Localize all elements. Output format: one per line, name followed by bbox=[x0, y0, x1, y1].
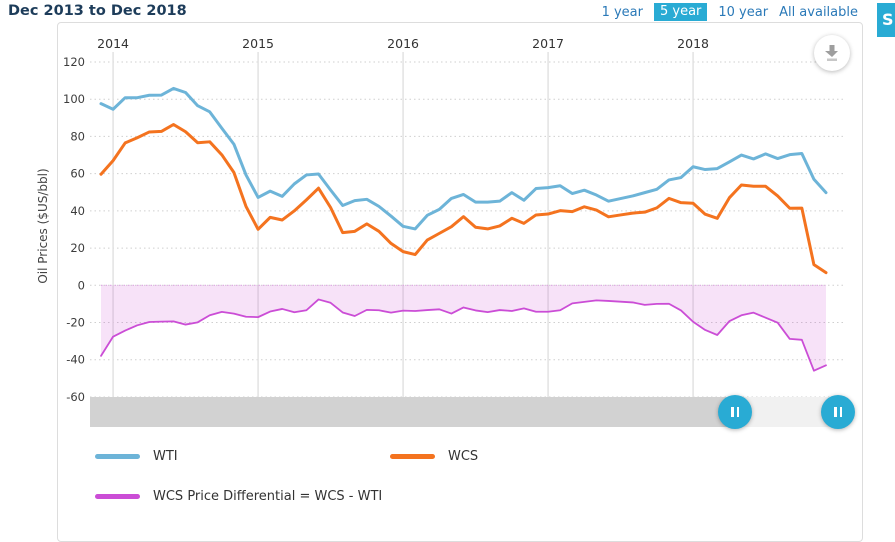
legend-item-differential[interactable]: WCS Price Differential = WCS - WTI bbox=[95, 489, 382, 504]
time-range-selector: 1 year 5 year 10 year All available bbox=[602, 3, 858, 21]
differential-swatch bbox=[95, 494, 140, 499]
page-title: Dec 2013 to Dec 2018 bbox=[8, 3, 187, 19]
legend-label-wti: WTI bbox=[153, 449, 178, 464]
range-1-year[interactable]: 1 year bbox=[601, 4, 643, 20]
slider-range-before bbox=[90, 397, 735, 427]
legend-label-wcs: WCS bbox=[448, 449, 479, 464]
range-5-year[interactable]: 5 year bbox=[653, 3, 708, 21]
legend-label-differential: WCS Price Differential = WCS - WTI bbox=[153, 489, 383, 504]
y-axis-title: Oil Prices ($US/bbl) bbox=[36, 168, 50, 283]
handle-grip-bar bbox=[834, 407, 837, 417]
handle-grip-bar bbox=[839, 407, 842, 417]
range-all-available[interactable]: All available bbox=[779, 4, 858, 20]
range-10-year[interactable]: 10 year bbox=[718, 4, 769, 20]
download-icon bbox=[825, 45, 838, 61]
chart-panel bbox=[57, 22, 863, 542]
handle-grip-bar bbox=[736, 407, 739, 417]
slider-handle-right[interactable] bbox=[821, 395, 855, 429]
wcs-swatch bbox=[390, 454, 435, 459]
handle-grip-bar bbox=[731, 407, 734, 417]
legend-item-wti[interactable]: WTI bbox=[95, 449, 178, 464]
download-button[interactable] bbox=[814, 35, 850, 71]
wti-swatch bbox=[95, 454, 140, 459]
slider-handle-left[interactable] bbox=[718, 395, 752, 429]
slider-range-selected bbox=[735, 397, 838, 427]
legend-item-wcs[interactable]: WCS bbox=[390, 449, 478, 464]
side-panel-tab[interactable]: S bbox=[877, 3, 895, 37]
